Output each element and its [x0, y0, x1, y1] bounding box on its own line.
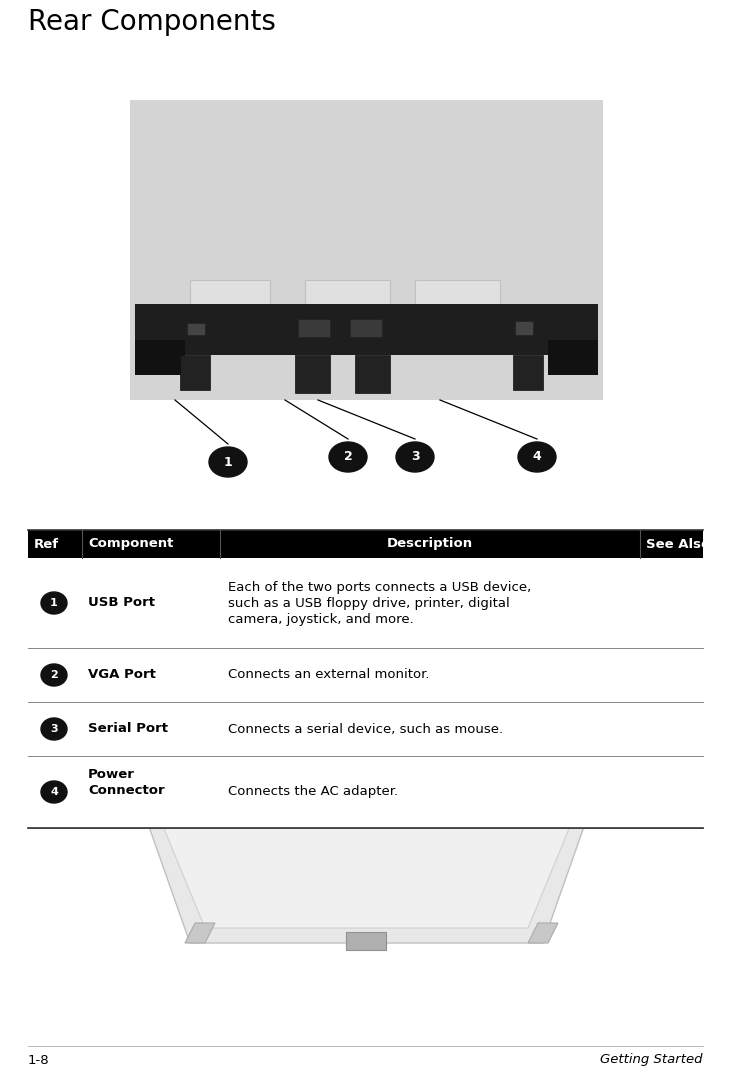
Ellipse shape: [518, 442, 556, 472]
Text: Description: Description: [387, 538, 473, 550]
Bar: [355, 355, 390, 393]
Text: Rear Components: Rear Components: [28, 8, 276, 36]
Polygon shape: [185, 923, 215, 943]
Bar: [28, 530, 703, 558]
Bar: [28, 558, 703, 648]
Text: USB Port: USB Port: [88, 597, 155, 609]
Polygon shape: [155, 807, 578, 928]
Polygon shape: [528, 923, 558, 943]
Text: Connects the AC adapter.: Connects the AC adapter.: [228, 785, 398, 798]
Bar: [180, 355, 210, 389]
Bar: [28, 702, 703, 756]
Bar: [515, 321, 533, 335]
Text: Getting Started: Getting Started: [600, 1054, 703, 1067]
Bar: [513, 355, 543, 389]
Bar: [305, 280, 390, 319]
Bar: [298, 319, 330, 337]
Text: Each of the two ports connects a USB device,
such as a USB floppy drive, printer: Each of the two ports connects a USB dev…: [228, 580, 531, 626]
Bar: [295, 355, 330, 393]
Bar: [548, 340, 598, 374]
Bar: [135, 304, 598, 355]
Text: Ref: Ref: [34, 538, 59, 550]
Text: See Also: See Also: [646, 538, 711, 550]
Text: 1: 1: [50, 598, 58, 608]
Text: Serial Port: Serial Port: [88, 722, 168, 735]
Text: 4: 4: [533, 451, 542, 464]
Ellipse shape: [209, 447, 247, 477]
Bar: [28, 756, 703, 828]
Bar: [28, 648, 703, 702]
Text: Power
Connector: Power Connector: [88, 767, 164, 796]
Text: Connects an external monitor.: Connects an external monitor.: [228, 668, 430, 681]
Text: 4: 4: [50, 787, 58, 797]
Text: 1: 1: [224, 456, 232, 469]
Ellipse shape: [41, 664, 67, 686]
Bar: [415, 280, 500, 319]
Text: 3: 3: [50, 724, 58, 734]
Bar: [346, 932, 386, 950]
Ellipse shape: [41, 718, 67, 740]
Text: 2: 2: [344, 451, 352, 464]
Text: 1-8: 1-8: [28, 1054, 50, 1067]
Ellipse shape: [41, 781, 67, 803]
Text: 2: 2: [50, 670, 58, 680]
Bar: [130, 100, 603, 400]
Bar: [187, 323, 205, 335]
Ellipse shape: [41, 592, 67, 614]
Ellipse shape: [396, 442, 434, 472]
Text: VGA Port: VGA Port: [88, 668, 156, 681]
Ellipse shape: [329, 442, 367, 472]
Bar: [350, 319, 382, 337]
Text: 3: 3: [411, 451, 420, 464]
Text: Connects a serial device, such as mouse.: Connects a serial device, such as mouse.: [228, 722, 503, 735]
Bar: [190, 280, 270, 319]
Polygon shape: [135, 787, 598, 943]
Text: Component: Component: [88, 538, 173, 550]
Bar: [135, 340, 185, 374]
